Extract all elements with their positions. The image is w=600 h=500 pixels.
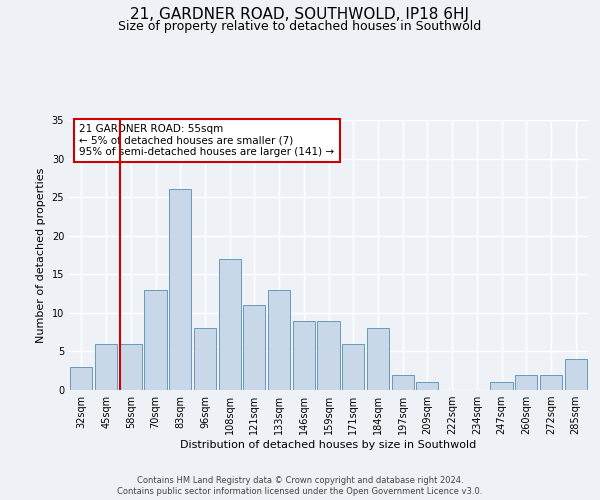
Text: 21, GARDNER ROAD, SOUTHWOLD, IP18 6HJ: 21, GARDNER ROAD, SOUTHWOLD, IP18 6HJ (131, 8, 470, 22)
Bar (317, 320, 340, 390)
Y-axis label: Number of detached properties: Number of detached properties (36, 168, 46, 342)
Bar (218, 259, 241, 390)
Bar (392, 374, 414, 390)
Bar (515, 374, 538, 390)
Bar (268, 290, 290, 390)
Bar (342, 344, 364, 390)
Bar (70, 367, 92, 390)
Bar (169, 190, 191, 390)
Bar (243, 305, 265, 390)
Bar (540, 374, 562, 390)
Bar (95, 344, 117, 390)
Bar (565, 359, 587, 390)
Bar (490, 382, 512, 390)
Bar (194, 328, 216, 390)
Bar (367, 328, 389, 390)
Bar (416, 382, 439, 390)
Bar (119, 344, 142, 390)
Text: Contains public sector information licensed under the Open Government Licence v3: Contains public sector information licen… (118, 487, 482, 496)
Text: Contains HM Land Registry data © Crown copyright and database right 2024.: Contains HM Land Registry data © Crown c… (137, 476, 463, 485)
X-axis label: Distribution of detached houses by size in Southwold: Distribution of detached houses by size … (181, 440, 476, 450)
Bar (293, 320, 315, 390)
Bar (145, 290, 167, 390)
Text: Size of property relative to detached houses in Southwold: Size of property relative to detached ho… (118, 20, 482, 33)
Text: 21 GARDNER ROAD: 55sqm
← 5% of detached houses are smaller (7)
95% of semi-detac: 21 GARDNER ROAD: 55sqm ← 5% of detached … (79, 124, 335, 157)
